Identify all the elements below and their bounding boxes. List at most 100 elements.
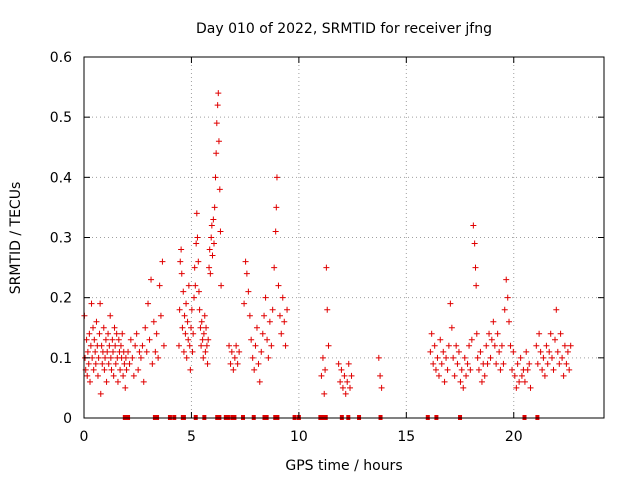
y-tick-label: 0.6 — [50, 50, 72, 66]
data-point-marker — [553, 306, 560, 313]
data-point-marker — [504, 294, 511, 301]
x-axis-label: GPS time / hours — [285, 458, 402, 474]
data-point-marker — [497, 366, 504, 373]
data-point-marker — [256, 378, 263, 385]
data-point-marker — [377, 372, 384, 379]
data-point-marker — [451, 372, 458, 379]
data-point-marker — [179, 324, 186, 331]
data-point-marker — [501, 306, 508, 313]
data-point-marker — [206, 246, 213, 253]
data-point-marker — [122, 354, 129, 361]
data-point-marker — [187, 366, 194, 373]
data-point-marker — [472, 264, 479, 271]
data-point-marker — [188, 306, 195, 313]
data-point-marker — [441, 378, 448, 385]
data-point-marker — [89, 354, 96, 361]
data-point-marker — [527, 384, 534, 391]
data-point-marker — [478, 378, 485, 385]
data-point-marker — [430, 360, 437, 367]
data-point-marker — [503, 276, 510, 283]
data-point-marker — [321, 390, 328, 397]
data-point-marker — [234, 360, 241, 367]
data-point-marker — [214, 102, 221, 109]
y-tick-label: 0.5 — [50, 110, 72, 126]
data-point-marker — [443, 354, 450, 361]
x-axis-tick-labels: 0 5 10 15 20 — [80, 429, 523, 445]
data-point-marker — [242, 258, 249, 265]
data-point-marker — [473, 330, 480, 337]
data-point-marker — [209, 252, 216, 259]
data-point-marker — [348, 372, 355, 379]
data-point-marker — [494, 330, 501, 337]
data-point-marker — [261, 312, 268, 319]
data-point-marker — [477, 348, 484, 355]
data-point-marker — [339, 384, 346, 391]
data-point-marker — [191, 294, 198, 301]
data-point-marker — [241, 300, 248, 307]
data-point-marker — [213, 150, 220, 157]
data-point-marker — [103, 378, 110, 385]
x-tick-label: 15 — [397, 429, 415, 445]
data-point-marker — [491, 342, 498, 349]
data-point-marker — [554, 348, 561, 355]
data-point-marker — [517, 354, 524, 361]
data-point-marker — [90, 324, 97, 331]
x-tick-label: 10 — [290, 429, 308, 445]
data-point-marker — [140, 378, 147, 385]
data-point-marker — [197, 324, 204, 331]
data-point-marker — [160, 342, 167, 349]
data-point-marker — [231, 354, 238, 361]
data-point-marker — [428, 330, 435, 337]
data-point-marker — [322, 366, 329, 373]
data-point-marker — [201, 312, 208, 319]
data-point-marker — [122, 384, 129, 391]
x-tick-label: 5 — [187, 429, 196, 445]
data-point-marker — [550, 366, 557, 373]
data-point-marker — [341, 372, 348, 379]
data-point-marker — [483, 342, 490, 349]
data-point-marker — [143, 348, 150, 355]
data-point-marker — [453, 342, 460, 349]
data-point-marker — [539, 366, 546, 373]
data-point-marker — [337, 378, 344, 385]
data-point-marker — [281, 318, 288, 325]
data-point-marker — [87, 378, 94, 385]
data-point-marker — [324, 306, 331, 313]
data-point-marker — [120, 372, 127, 379]
data-point-marker — [139, 342, 146, 349]
data-point-marker — [228, 348, 235, 355]
data-point-marker — [233, 342, 240, 349]
data-point-marker — [153, 330, 160, 337]
data-point-marker — [546, 348, 553, 355]
data-point-marker — [188, 324, 195, 331]
data-point-marker — [199, 336, 206, 343]
data-point-marker — [563, 360, 570, 367]
data-point-marker — [547, 330, 554, 337]
data-point-marker — [378, 384, 385, 391]
data-point-marker — [208, 234, 215, 241]
data-point-marker — [534, 360, 541, 367]
data-point-marker — [473, 282, 480, 289]
data-point-marker — [543, 342, 550, 349]
data-point-marker — [100, 324, 107, 331]
data-point-marker — [156, 282, 163, 289]
data-point-marker — [282, 342, 289, 349]
data-point-marker — [541, 372, 548, 379]
data-point-marker — [136, 348, 143, 355]
data-point-marker — [210, 216, 217, 223]
data-point-marker — [500, 360, 507, 367]
data-point-marker — [564, 348, 571, 355]
data-point-marker — [108, 366, 115, 373]
data-point-marker — [198, 342, 205, 349]
data-point-marker — [99, 360, 106, 367]
data-point-marker — [493, 360, 500, 367]
data-point-marker — [279, 294, 286, 301]
data-point-marker — [205, 336, 212, 343]
data-point-marker — [455, 348, 462, 355]
data-point-marker — [325, 342, 332, 349]
data-point-marker — [87, 342, 94, 349]
y-axis-label: SRMTID / TECUs — [8, 182, 24, 295]
data-point-marker — [549, 354, 555, 361]
data-point-marker — [180, 288, 187, 295]
